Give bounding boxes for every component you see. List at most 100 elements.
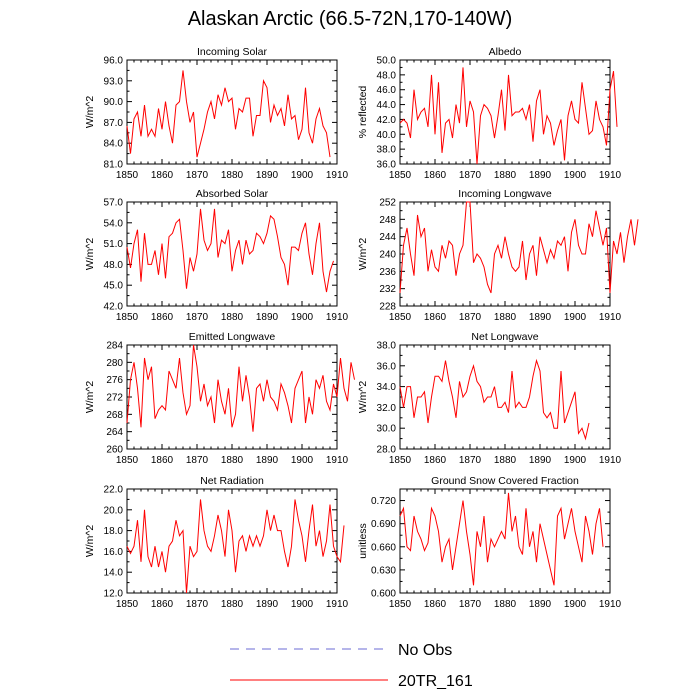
x-tick-label: 1890 [256, 170, 279, 181]
page-title: Alaskan Arctic (66.5-72N,170-140W) [187, 8, 513, 30]
x-tick-label: 1860 [151, 455, 174, 466]
x-tick-label: 1860 [151, 312, 174, 323]
x-tick-label: 1870 [459, 170, 482, 181]
y-axis-label: W/m^2 [357, 238, 369, 271]
y-tick-label: 280 [106, 358, 123, 369]
x-tick-label: 1890 [256, 455, 279, 466]
x-tick-label: 1890 [529, 170, 552, 181]
y-axis-label: W/m^2 [84, 96, 96, 129]
x-tick-label: 1880 [221, 599, 244, 610]
y-tick-label: 30.0 [377, 424, 397, 435]
y-tick-label: 57.0 [104, 198, 124, 209]
panel-title: Incoming Longwave [458, 188, 552, 200]
panel-absorbed-solar: Absorbed Solar 1850 1860 1870 1880 1890 1900 19… [84, 188, 349, 323]
plot-frame [126, 488, 338, 594]
panel-ground-snow-covered-fraction: Ground Snow Covered Fraction 1850 1860 1870… [357, 475, 622, 610]
y-tick-label: 32.0 [377, 403, 397, 414]
x-tick-label: 1910 [326, 455, 349, 466]
x-tick-label: 1870 [186, 455, 209, 466]
x-tick-label: 1860 [424, 312, 447, 323]
x-tick-label: 1850 [389, 170, 412, 181]
panel-title: Net Longwave [471, 331, 538, 343]
y-tick-label: 90.0 [104, 97, 124, 108]
y-tick-label: 87.0 [104, 118, 124, 129]
panels-group: Incoming Solar 1850 1860 1870 1880 1890 1900 19… [84, 46, 639, 610]
y-tick-label: 44.0 [377, 100, 397, 111]
x-tick-label: 1900 [564, 312, 587, 323]
y-tick-label: 252 [379, 198, 396, 209]
y-axis-label: W/m^2 [84, 238, 96, 271]
series-line-20tr-161 [126, 208, 334, 293]
y-tick-label: 0.660 [371, 542, 396, 553]
panel-net-longwave: Net Longwave 1850 1860 1870 1880 1890 1900 1910… [357, 331, 622, 466]
y-tick-label: 96.0 [104, 56, 124, 67]
x-tick-label: 1850 [116, 312, 139, 323]
series-line-20tr-161 [399, 492, 604, 586]
series-line-20tr-161 [399, 67, 618, 165]
legend: No Obs 20TR_161 [230, 642, 473, 690]
x-tick-label: 1870 [459, 599, 482, 610]
x-tick-label: 1880 [221, 312, 244, 323]
y-tick-label: 20.0 [104, 505, 124, 516]
y-tick-label: 244 [379, 232, 396, 243]
x-tick-label: 1850 [116, 170, 139, 181]
x-tick-label: 1870 [186, 170, 209, 181]
y-tick-label: 45.0 [104, 281, 124, 292]
x-tick-label: 1880 [221, 455, 244, 466]
x-tick-label: 1880 [494, 599, 517, 610]
x-tick-label: 1870 [186, 312, 209, 323]
x-tick-label: 1850 [389, 312, 412, 323]
y-tick-label: 48.0 [377, 70, 397, 81]
panel-emitted-longwave: Emitted Longwave 1850 1860 1870 1880 1890 1900… [84, 331, 355, 466]
x-tick-label: 1890 [256, 599, 279, 610]
panel-title: Absorbed Solar [196, 188, 269, 200]
x-tick-label: 1900 [291, 170, 314, 181]
x-tick-label: 1880 [494, 170, 517, 181]
x-tick-label: 1890 [529, 455, 552, 466]
x-tick-label: 1890 [529, 599, 552, 610]
series-line-20tr-161 [399, 201, 639, 294]
x-tick-label: 1910 [599, 455, 622, 466]
y-tick-label: 34.0 [377, 382, 397, 393]
panel-title: Emitted Longwave [189, 331, 276, 343]
x-tick-label: 1850 [389, 599, 412, 610]
y-tick-label: 81.0 [104, 160, 124, 171]
series-line-20tr-161 [399, 358, 590, 441]
y-tick-label: 240 [379, 250, 396, 261]
y-tick-label: 276 [106, 375, 123, 386]
plot-frame [126, 344, 338, 450]
y-tick-label: 36.0 [377, 361, 397, 372]
x-tick-label: 1910 [326, 599, 349, 610]
y-tick-label: 93.0 [104, 76, 124, 87]
y-tick-label: 22.0 [104, 485, 124, 496]
y-axis-label: W/m^2 [84, 381, 96, 414]
series-line-20tr-161 [126, 344, 355, 432]
y-tick-label: 0.630 [371, 565, 396, 576]
panel-title: Incoming Solar [197, 46, 268, 58]
y-tick-label: 50.0 [377, 56, 397, 67]
legend-label-no-obs: No Obs [398, 642, 452, 659]
x-tick-label: 1910 [599, 599, 622, 610]
x-tick-label: 1900 [564, 599, 587, 610]
y-tick-label: 18.0 [104, 526, 124, 537]
x-tick-label: 1910 [599, 170, 622, 181]
y-tick-label: 236 [379, 267, 396, 278]
x-tick-label: 1860 [424, 599, 447, 610]
y-tick-label: 84.0 [104, 139, 124, 150]
panel-title: Net Radiation [200, 475, 264, 487]
panel-incoming-solar: Incoming Solar 1850 1860 1870 1880 1890 1900 19… [84, 46, 349, 181]
y-tick-label: 38.0 [377, 145, 397, 156]
x-tick-label: 1860 [151, 170, 174, 181]
y-tick-label: 51.0 [104, 239, 124, 250]
plot-frame [399, 488, 611, 594]
x-tick-label: 1870 [459, 312, 482, 323]
y-tick-label: 36.0 [377, 160, 397, 171]
x-tick-label: 1890 [256, 312, 279, 323]
y-tick-label: 0.600 [371, 589, 396, 600]
series-line-20tr-161 [126, 70, 331, 158]
x-tick-label: 1880 [494, 455, 517, 466]
y-tick-label: 248 [379, 215, 396, 226]
x-tick-label: 1850 [116, 599, 139, 610]
plot-frame [126, 201, 338, 307]
